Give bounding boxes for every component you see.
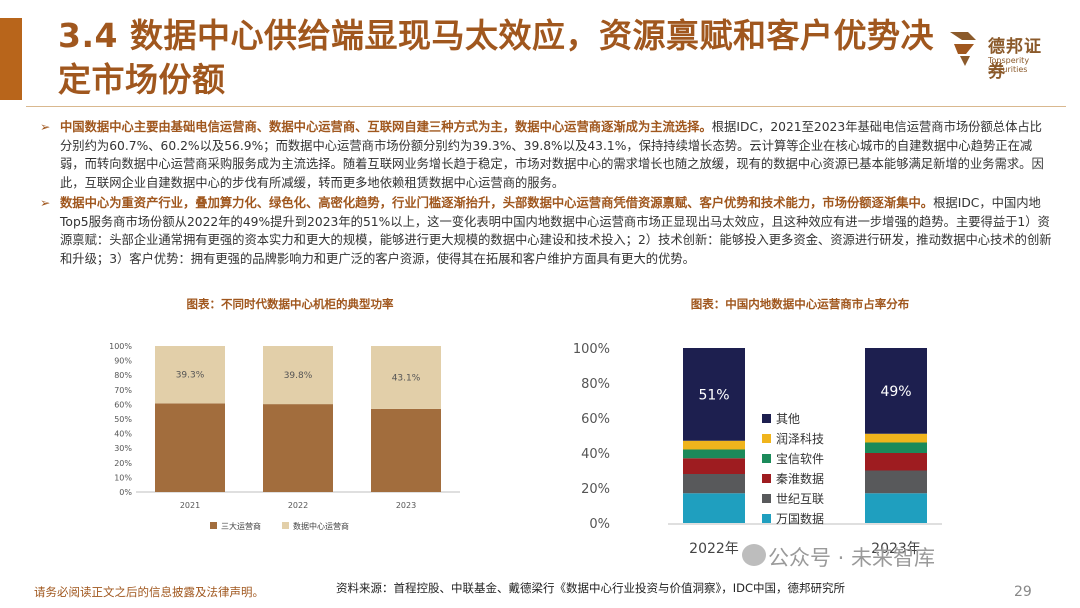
x-tick-label: 2021 <box>180 501 200 510</box>
y-tick-label: 30% <box>114 444 132 453</box>
watermark-text: 公众号 · 未来智库 <box>768 546 936 570</box>
y-tick-label: 100% <box>109 342 132 351</box>
legend-label: 宝信软件 <box>776 452 824 466</box>
bullet-list: ➢ 中国数据中心主要由基础电信运营商、数据中心运营商、互联网自建三种方式为主，数… <box>40 118 1052 270</box>
y-tick-label: 10% <box>114 473 132 482</box>
source-note: 资料来源：首程控股、中联基金、戴德梁行《数据中心行业投资与价值洞察》，IDC中国… <box>336 581 846 595</box>
power-share-chart: 0% 10% 20% 30% 40% 50% 60% 70% 80% 90% 100% 39.3% 20… <box>109 342 460 531</box>
legend-swatch <box>210 522 217 529</box>
logo-mark-icon <box>950 32 976 66</box>
data-label: 49% <box>880 384 911 400</box>
bar-segment <box>865 470 927 494</box>
bar-segment <box>683 493 745 523</box>
left-chart-title: 图表：不同时代数据中心机柜的典型功率 <box>186 297 394 311</box>
legend-label: 世纪互联 <box>776 492 824 506</box>
y-tick-label: 70% <box>114 386 132 395</box>
y-tick-label: 60% <box>581 412 610 427</box>
bar-segment <box>263 404 333 492</box>
legend-label: 三大运营商 <box>221 521 261 531</box>
y-tick-label: 80% <box>581 377 610 392</box>
y-tick-label: 60% <box>114 400 132 409</box>
x-tick-label: 2023 <box>396 501 416 510</box>
bullet-body: 根据IDC，中国内地Top5服务商市场份额从2022年的49%提升到2023年的… <box>60 196 1052 266</box>
data-label: 39.8% <box>284 371 313 381</box>
bar-segment <box>865 442 927 453</box>
bullet-item: ➢ 数据中心为重资产行业，叠加算力化、绿色化、高密化趋势，行业门槛逐渐抬升，头部… <box>40 194 1052 268</box>
x-tick-label: 2022 <box>288 501 308 510</box>
legend-swatch <box>762 434 771 443</box>
data-label: 39.3% <box>176 371 205 381</box>
bullet-body: 根据IDC，2021至2023年基础电信运营商市场份额总体占比分别约为60.7%… <box>60 120 1044 190</box>
data-label: 51% <box>698 387 729 403</box>
title-divider <box>26 106 1066 107</box>
y-tick-label: 50% <box>114 415 132 424</box>
bar-segment <box>155 403 225 492</box>
y-tick-label: 80% <box>114 371 132 380</box>
bullet-item: ➢ 中国数据中心主要由基础电信运营商、数据中心运营商、互联网自建三种方式为主，数… <box>40 118 1052 192</box>
legend-label: 秦淮数据 <box>776 471 824 486</box>
accent-bar <box>0 18 22 100</box>
page-title: 3.4 数据中心供给端显现马太效应，资源禀赋和客户优势决定市场份额 <box>58 16 934 99</box>
bar-segment <box>683 449 745 459</box>
legend-swatch <box>762 474 771 483</box>
y-tick-label: 40% <box>581 447 610 462</box>
y-tick-label: 20% <box>114 459 132 468</box>
brand-logo: 德邦证券 Topsperity Securities <box>948 24 1058 82</box>
bar-segment <box>865 433 927 443</box>
legend-label: 润泽科技 <box>776 432 824 446</box>
x-tick-label: 2023年 <box>871 541 921 557</box>
y-tick-label: 0% <box>589 517 610 532</box>
y-tick-label: 0% <box>119 488 132 497</box>
y-tick-label: 40% <box>114 430 132 439</box>
bullet-arrow-icon: ➢ <box>40 196 51 210</box>
bar-segment <box>371 346 441 409</box>
bullet-lead: 数据中心为重资产行业，叠加算力化、绿色化、高密化趋势，行业门槛逐渐抬升，头部数据… <box>60 196 934 210</box>
y-tick-label: 90% <box>114 357 132 366</box>
bullet-lead: 中国数据中心主要由基础电信运营商、数据中心运营商、互联网自建三种方式为主，数据中… <box>60 120 712 134</box>
bar-segment <box>683 458 745 474</box>
logo-text-cn: 德邦证券 <box>988 37 1042 82</box>
y-tick-label: 20% <box>581 482 610 497</box>
bar-segment <box>683 474 745 494</box>
bullet-arrow-icon: ➢ <box>40 120 51 134</box>
logo-text-en: Topsperity Securities <box>988 56 1030 74</box>
legend-swatch <box>762 494 771 503</box>
bar-segment <box>263 346 333 405</box>
legend-label: 数据中心运营商 <box>293 521 349 531</box>
bar-segment <box>683 440 745 450</box>
bar-segment <box>865 348 927 434</box>
legend-swatch <box>762 514 771 523</box>
data-label: 43.1% <box>392 373 421 383</box>
bar-segment <box>155 346 225 404</box>
bar-segment <box>371 408 441 492</box>
page-number: 29 <box>1014 584 1032 600</box>
legend-swatch <box>282 522 289 529</box>
legend-label: 其他 <box>776 412 800 426</box>
legend-swatch <box>762 414 771 423</box>
wechat-icon <box>742 544 766 566</box>
bar-segment <box>865 453 927 471</box>
legend-label: 万国数据 <box>776 511 824 526</box>
x-tick-label: 2022年 <box>689 541 739 557</box>
bar-segment <box>683 348 745 441</box>
bar-segment <box>865 493 927 523</box>
market-share-chart: 0% 20% 40% 60% 80% 100% 51% 2022年 49% 2023年 其他润泽科技… <box>573 342 942 557</box>
legend-swatch <box>762 454 771 463</box>
right-chart-title: 图表：中国内地数据中心运营商市占率分布 <box>690 297 910 311</box>
y-tick-label: 100% <box>573 342 610 357</box>
disclaimer: 请务必阅读正文之后的信息披露及法律声明。 <box>34 585 264 599</box>
